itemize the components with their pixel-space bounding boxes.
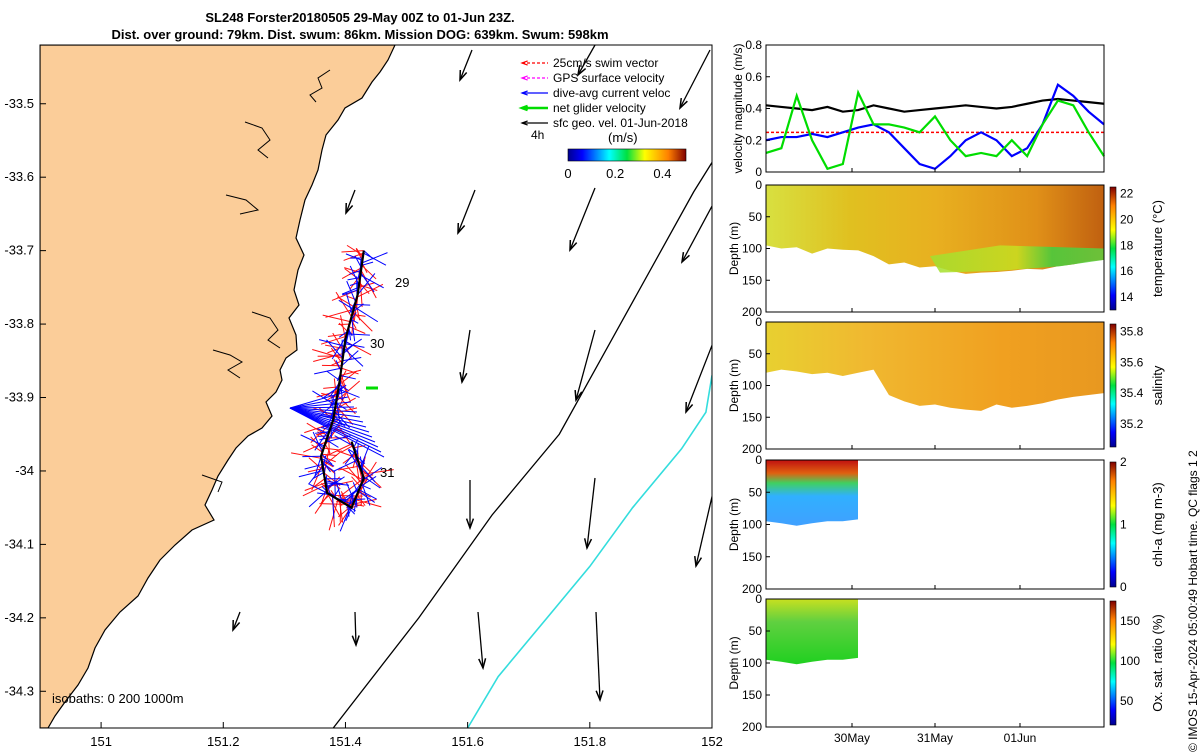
colorbar-label: temperature (°C) <box>1150 200 1165 297</box>
y-axis-label: velocity magnitude (m/s) <box>731 43 745 173</box>
y-tick-label: 200 <box>742 720 762 734</box>
y-tick-label: 0 <box>755 453 762 467</box>
time-tick-label: 30May <box>834 731 870 745</box>
y-tick-label: 150 <box>742 688 762 702</box>
velocity-series-line <box>766 93 1104 169</box>
colorbar-tick-label: 14 <box>1120 290 1134 304</box>
y-tick-label: 0 <box>755 165 762 179</box>
profile-data-area <box>766 322 1104 411</box>
y-tick-label: 0.2 <box>745 133 762 147</box>
y-tick-label: 0.6 <box>745 70 762 84</box>
y-tick-label: 100 <box>742 518 762 532</box>
y-tick-label: 50 <box>749 624 763 638</box>
y-tick-label: 0 <box>755 178 762 192</box>
y-tick-label: 0.4 <box>745 102 762 116</box>
y-tick-label: 150 <box>742 273 762 287</box>
time-tick-label: 01Jun <box>1004 731 1037 745</box>
profile-data-area <box>766 460 858 526</box>
colorbar-label: Ox. sat. ratio (%) <box>1150 614 1165 712</box>
y-tick-label: 100 <box>742 379 762 393</box>
velocity-series-line <box>766 99 1104 112</box>
colorbar-label: salinity <box>1150 365 1165 405</box>
y-tick-label: 100 <box>742 242 762 256</box>
y-tick-label: 50 <box>749 210 763 224</box>
colorbar <box>1110 324 1116 447</box>
colorbar-tick-label: 1 <box>1120 518 1127 532</box>
y-tick-label: 0 <box>755 315 762 329</box>
y-tick-label: 50 <box>749 485 763 499</box>
y-axis-label: Depth (m) <box>727 498 741 551</box>
velocity-series-line <box>766 85 1104 169</box>
y-axis-label: Depth (m) <box>727 222 741 275</box>
profile-panel: 0 50 100 150 200 Depth (m) 50 100 150 Ox. sat. ra… <box>727 592 1165 734</box>
y-tick-label: 100 <box>742 656 762 670</box>
credit-text: © IMOS 15-Apr-2024 05:00:49 Hobart time.… <box>1186 450 1200 752</box>
colorbar-tick-label: 18 <box>1120 238 1134 252</box>
colorbar-tick-label: 100 <box>1120 654 1140 668</box>
y-tick-label: 50 <box>749 347 763 361</box>
y-tick-label: 0.8 <box>745 38 762 52</box>
colorbar <box>1110 462 1116 587</box>
y-axis-label: Depth (m) <box>727 636 741 689</box>
y-tick-label: 150 <box>742 410 762 424</box>
colorbar-tick-label: 50 <box>1120 694 1134 708</box>
colorbar-tick-label: 35.2 <box>1120 417 1144 431</box>
time-tick-label: 31May <box>917 731 953 745</box>
colorbar-tick-label: 2 <box>1120 455 1127 469</box>
profile-data-area <box>766 599 858 664</box>
colorbar-label: chl-a (mg m-3) <box>1150 482 1165 567</box>
colorbar-tick-label: 35.8 <box>1120 325 1144 339</box>
y-tick-label: 0 <box>755 592 762 606</box>
colorbar-tick-label: 150 <box>1120 614 1140 628</box>
colorbar-tick-label: 35.6 <box>1120 355 1144 369</box>
colorbar-tick-label: 20 <box>1120 212 1134 226</box>
colorbar-tick-label: 0 <box>1120 580 1127 594</box>
colorbar-tick-label: 16 <box>1120 264 1134 278</box>
y-tick-label: 150 <box>742 550 762 564</box>
colorbar-tick-label: 22 <box>1120 186 1134 200</box>
colorbar <box>1110 601 1116 725</box>
colorbar <box>1110 187 1116 310</box>
colorbar-tick-label: 35.4 <box>1120 386 1144 400</box>
y-axis-label: Depth (m) <box>727 359 741 412</box>
